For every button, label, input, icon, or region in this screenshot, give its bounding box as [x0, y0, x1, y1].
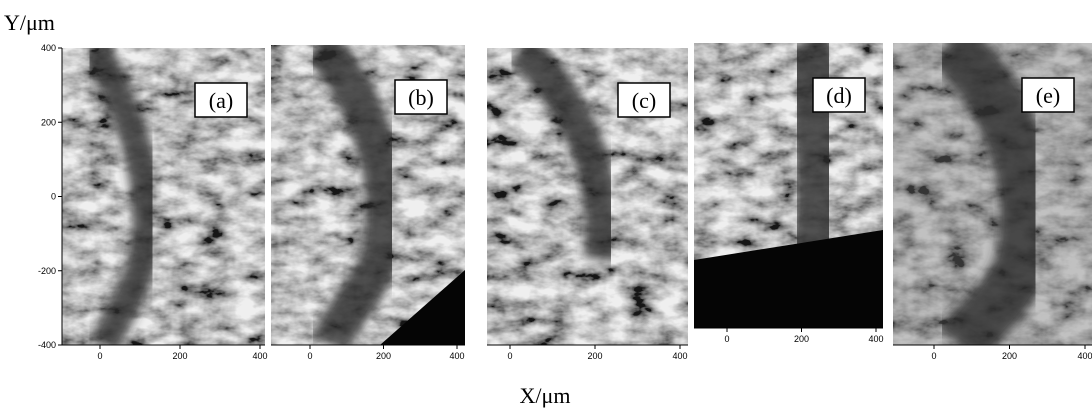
panel: (a) 0 200 400 — [62, 48, 268, 361]
y-tick-label: 200 — [41, 117, 56, 127]
panel: (c) 0 200 400 — [487, 48, 688, 361]
x-tick-label: 400 — [449, 351, 464, 361]
panel-label-box — [394, 79, 448, 115]
x-tick-label: 400 — [672, 351, 687, 361]
panel: (d) 0 200 400 — [694, 43, 884, 344]
panel-label: (a) — [209, 88, 233, 113]
panel-label: (d) — [826, 83, 852, 108]
x-tick-label: 200 — [1002, 351, 1017, 361]
x-tick-label: 0 — [307, 351, 312, 361]
panel-label-box — [617, 82, 671, 118]
micrograph — [893, 43, 1092, 345]
dark-band — [771, 43, 856, 265]
panel-label: (c) — [632, 88, 656, 113]
x-tick-label: 200 — [376, 351, 391, 361]
dark-band — [81, 48, 163, 345]
panel: (e) 0 200 400 — [893, 43, 1092, 361]
x-tick-label: 200 — [172, 351, 187, 361]
panel-label-box — [1021, 77, 1075, 113]
x-tick-label: 0 — [507, 351, 512, 361]
y-tick-label: -400 — [38, 340, 56, 350]
y-tick-label: -200 — [38, 266, 56, 276]
dark-region — [380, 270, 465, 345]
x-tick-label: 400 — [868, 334, 883, 344]
dark-band — [508, 48, 620, 263]
x-axis-title: X/μm — [520, 383, 571, 408]
x-tick-label: 200 — [587, 351, 602, 361]
y-axis-title: Y/μm — [4, 10, 55, 35]
panel-label: (e) — [1036, 83, 1060, 108]
panel-label-box — [812, 77, 866, 113]
x-tick-label: 200 — [794, 334, 809, 344]
x-tick-label: 0 — [931, 351, 936, 361]
panel: (b) 0 200 400 — [271, 45, 465, 361]
dark-band — [305, 45, 406, 345]
panel-label: (b) — [408, 85, 434, 110]
panel-label-box — [194, 82, 248, 118]
x-tick-label: 400 — [1077, 351, 1092, 361]
x-tick-label: 400 — [252, 351, 267, 361]
dark-region — [694, 230, 883, 328]
dark-band — [930, 43, 1055, 345]
y-tick-label: 0 — [51, 192, 56, 202]
x-tick-label: 0 — [97, 351, 102, 361]
y-tick-label: 400 — [41, 43, 56, 53]
x-tick-label: 0 — [724, 334, 729, 344]
